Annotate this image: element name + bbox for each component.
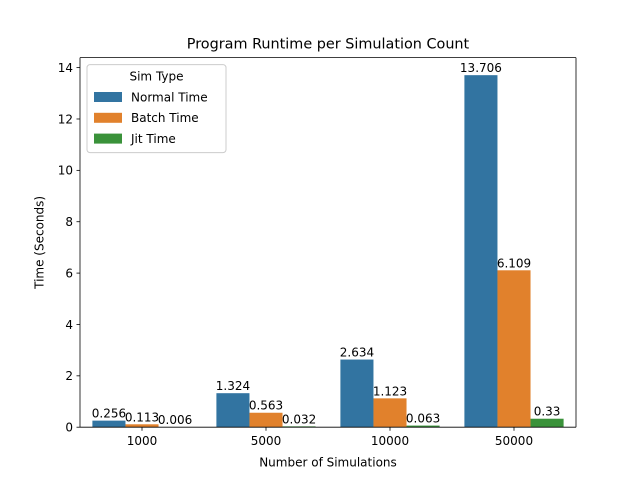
data-label: 0.113	[125, 410, 159, 424]
y-tick-label: 4	[65, 318, 73, 332]
data-label: 1.123	[373, 384, 407, 398]
x-tick-label: 1000	[127, 434, 158, 448]
y-axis-ticks: 0 2 4 6 8 10 12 14	[58, 61, 80, 435]
bars-layer	[92, 75, 564, 428]
y-tick-label: 10	[58, 164, 73, 178]
y-tick-label: 14	[58, 61, 73, 75]
y-tick-label: 12	[58, 112, 73, 126]
bar-batch-time-5000	[249, 412, 283, 428]
legend-swatch	[94, 133, 122, 144]
bar-normal-time-1000	[92, 420, 126, 428]
y-tick-label: 2	[65, 369, 73, 383]
data-label: 13.706	[460, 61, 502, 75]
bar-jit-time-10000	[406, 425, 440, 428]
x-tick-label: 50000	[495, 434, 533, 448]
x-axis-label: Number of Simulations	[259, 456, 397, 470]
bar-normal-time-10000	[340, 359, 374, 428]
legend-entry-label: Normal Time	[131, 90, 208, 104]
legend-swatch	[94, 92, 122, 102]
legend-entry-label: Batch Time	[131, 111, 199, 125]
legend-title: Sim Type	[129, 70, 183, 84]
legend-entry-label: Jit Time	[130, 132, 176, 146]
data-label: 0.256	[92, 407, 126, 421]
data-label: 6.109	[497, 256, 531, 270]
bar-jit-time-50000	[530, 418, 564, 428]
data-label: 2.634	[340, 346, 374, 360]
y-tick-label: 0	[65, 421, 73, 435]
legend: Sim Type Normal Time Batch Time Jit Time	[86, 64, 227, 154]
chart-title: Program Runtime per Simulation Count	[187, 37, 470, 53]
bar-normal-time-5000	[216, 393, 250, 428]
legend-box	[86, 64, 227, 154]
data-label: 0.33	[534, 405, 561, 419]
x-axis-ticks: 1000 5000 10000 50000	[127, 427, 533, 448]
bar-batch-time-1000	[125, 424, 159, 428]
legend-swatch	[94, 112, 122, 123]
y-tick-label: 6	[65, 266, 73, 280]
data-label: 0.032	[282, 412, 316, 426]
bar-normal-time-50000	[464, 75, 498, 428]
data-label: 0.063	[406, 412, 440, 426]
bar-batch-time-10000	[373, 398, 407, 428]
data-label: 0.563	[249, 399, 283, 413]
bar-batch-time-50000	[497, 270, 531, 428]
data-label: 0.006	[158, 413, 192, 427]
data-labels-layer: 0.256 1.324 2.634 13.706 0.113 0.563 1.123 6.10…	[92, 61, 561, 427]
x-tick-label: 5000	[251, 434, 282, 448]
y-tick-label: 8	[65, 215, 73, 229]
x-tick-label: 10000	[371, 434, 409, 448]
axes	[79, 57, 577, 428]
bar-jit-time-5000	[282, 426, 316, 428]
data-label: 1.324	[216, 379, 250, 393]
y-axis-label: Time (Seconds)	[33, 196, 47, 290]
